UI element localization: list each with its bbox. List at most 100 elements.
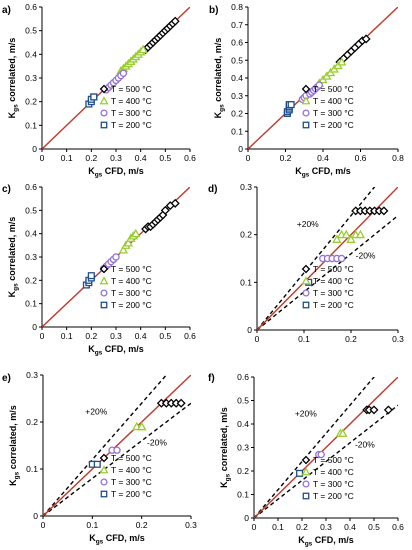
x-tick-label: 0.2 [85, 153, 97, 163]
x-axis-title: Kgs CFD, m/s [88, 344, 144, 357]
legend-entry: T = 500 °C [111, 453, 152, 463]
series-2 [314, 57, 347, 87]
x-tick-label: 0.2 [85, 331, 97, 341]
legend-marker [302, 301, 310, 309]
band-label-plus: +20% [85, 406, 107, 416]
panel-5: e) 0 0.1 0.2 0.3 0 0.1 0.2 0.3 Kgs CFD, m/s Kgs co… [2, 370, 197, 546]
y-tick-label: 0.4 [231, 73, 243, 83]
y-tick-label: 0.2 [25, 97, 37, 107]
x-tick-label: 0.3 [110, 153, 122, 163]
x-tick-label: 0.6 [355, 153, 367, 163]
x-tick-label: 0.2 [136, 520, 148, 530]
legend-marker [302, 109, 310, 117]
legend-marker [99, 453, 109, 463]
y-tick-label: 0.2 [237, 466, 249, 476]
x-tick-label: 0 [255, 334, 260, 344]
legend-marker [100, 478, 108, 486]
data-point [341, 229, 352, 239]
legend-marker [302, 492, 310, 500]
y-tick-label: 0.3 [25, 252, 37, 262]
x-tick-label: 0 [41, 520, 46, 530]
legend-marker [100, 490, 108, 498]
y-tick-label: 0.6 [25, 2, 37, 12]
plot-area [257, 187, 398, 330]
series-3 [315, 450, 325, 459]
series-3 [108, 446, 121, 454]
data-point [338, 428, 348, 437]
plus-20-band-line [254, 377, 375, 518]
x-tick-label: 0 [246, 153, 251, 163]
panel-label: e) [2, 373, 11, 384]
legend-entry: T = 200 °C [313, 491, 354, 501]
x-axis-title: Kgs CFD, m/s [298, 535, 354, 548]
y-tick-label: 0.5 [25, 26, 37, 36]
y-tick-label: 0.1 [25, 120, 37, 130]
data-point [296, 469, 304, 477]
data-point [113, 446, 121, 454]
data-point [361, 34, 371, 44]
x-tick-label: 0.6 [392, 522, 404, 532]
legend-marker [99, 465, 109, 474]
legend-entry: T = 400 °C [313, 276, 354, 286]
data-point [118, 245, 129, 254]
x-tick-label: 0.3 [392, 334, 404, 344]
x-tick-label: 0.1 [86, 520, 98, 530]
legend-marker [301, 467, 311, 476]
legend-marker [302, 480, 310, 488]
y-axis-title-text: Kgs correlated, m/s [219, 407, 232, 488]
y-tick-label: 0.7 [231, 20, 243, 30]
y-tick-label: 0.4 [25, 49, 37, 59]
data-point [119, 69, 128, 77]
legend-entry: T = 500 °C [313, 264, 354, 274]
x-axis-title: Kgs CFD, m/s [295, 166, 351, 179]
x-axis-title-text: Kgs CFD, m/s [88, 166, 144, 179]
data-point [93, 460, 101, 468]
data-point [332, 234, 342, 243]
panel-label: d) [208, 184, 217, 195]
x-tick-label: 0.2 [345, 334, 357, 344]
data-point [131, 228, 141, 238]
y-tick-label: 0.4 [237, 419, 249, 429]
y-tick-label: 0.1 [240, 277, 252, 287]
x-tick-label: 0 [40, 153, 45, 163]
y-tick-label: 0.2 [240, 230, 252, 240]
data-point [87, 272, 95, 280]
panel-label: b) [209, 5, 218, 16]
series-4 [283, 101, 295, 118]
data-point [346, 234, 356, 243]
data-point [112, 253, 120, 261]
x-tick-label: 0.3 [320, 522, 332, 532]
series-4 [88, 460, 101, 468]
series-4 [296, 469, 304, 477]
legend-marker [301, 455, 311, 465]
legend-entry: T = 400 °C [313, 96, 354, 106]
legend-entry: T = 500 °C [111, 84, 152, 94]
x-tick-label: 0.5 [368, 522, 380, 532]
legend-entry: T = 500 °C [111, 264, 152, 274]
y-tick-label: 0.3 [237, 443, 249, 453]
legend: T = 500 °C T = 400 °C T = 300 °C T = 200 °C [99, 84, 152, 130]
x-tick-label: 0.1 [61, 153, 73, 163]
y-tick-label: 0.4 [25, 229, 37, 239]
y-axis-title: Kgs correlated, m/s [7, 217, 20, 298]
legend: T = 500 °C T = 400 °C T = 300 °C T = 200 °C [301, 455, 354, 501]
x-tick-label: 0.2 [280, 153, 292, 163]
series-2 [118, 228, 141, 254]
panel-2: b) 0 0.2 0.4 0.6 0.8 0 0.1 0.2 0.3 0.4 0.5 0.6 0.7 0.8… [209, 2, 404, 179]
y-axis-title-text: Kgs correlated, m/s [8, 405, 21, 486]
y-tick-label: 0.3 [231, 91, 243, 101]
data-point [315, 81, 323, 89]
x-axis-title: Kgs CFD, m/s [89, 533, 145, 546]
y-tick-label: 0.1 [237, 490, 249, 500]
data-point [90, 93, 98, 101]
x-tick-label: 0.2 [296, 522, 308, 532]
plot-area [42, 187, 190, 327]
legend-marker [301, 276, 311, 285]
legend-entry: T = 200 °C [111, 300, 152, 310]
legend-entry: T = 200 °C [313, 120, 354, 130]
panel-3: c) 0 0.1 0.2 0.3 0.4 0.5 0.6 0 0.1 0.2 0.3 0.4 0.5 0.6… [2, 182, 196, 357]
legend-marker [99, 96, 109, 105]
legend-entry: T = 200 °C [313, 300, 354, 310]
y-tick-label: 0 [33, 511, 38, 521]
y-tick-label: 0.5 [231, 55, 243, 65]
